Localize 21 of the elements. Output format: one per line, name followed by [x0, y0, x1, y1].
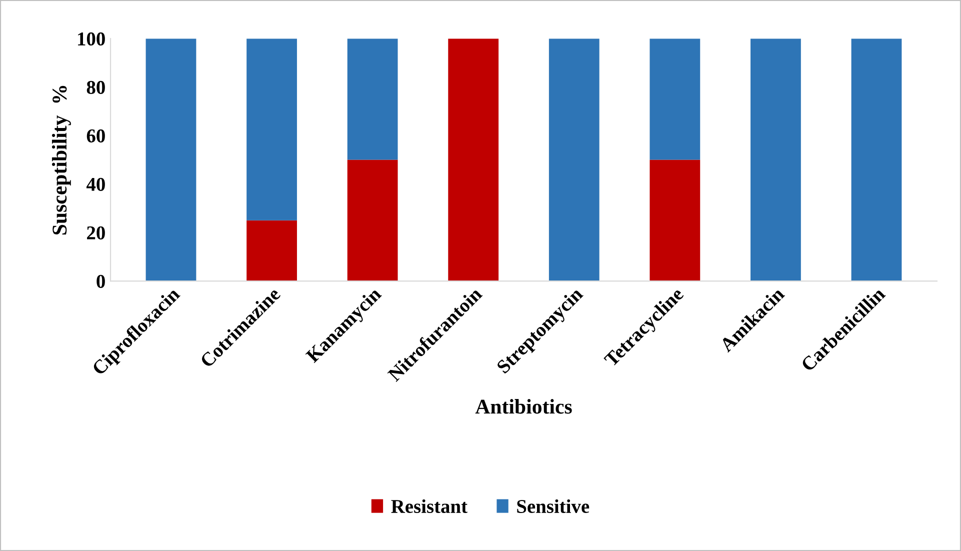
y-tick-label: 0: [96, 274, 105, 288]
y-tick-label: 20: [87, 226, 105, 240]
bar: [347, 160, 398, 282]
bar: [548, 38, 600, 282]
y-axis-title: Susceptibility %: [52, 86, 71, 234]
x-axis-title: Antibiotics: [475, 399, 572, 414]
bar: [851, 38, 902, 282]
y-tick-label: 60: [86, 129, 105, 142]
bar: [750, 38, 801, 282]
bar: [246, 220, 297, 282]
y-tick-label: 80: [86, 80, 105, 94]
bar: [246, 38, 297, 220]
legend-label: Sensitive: [517, 499, 590, 514]
legend-label: Resistant: [391, 499, 468, 514]
bar: [448, 38, 499, 282]
y-tick-label: 40: [86, 178, 105, 191]
bar: [347, 38, 398, 160]
bar: [650, 160, 700, 282]
y-tick-label: 100: [78, 32, 105, 46]
bar: [650, 38, 700, 160]
bar: [146, 38, 196, 282]
